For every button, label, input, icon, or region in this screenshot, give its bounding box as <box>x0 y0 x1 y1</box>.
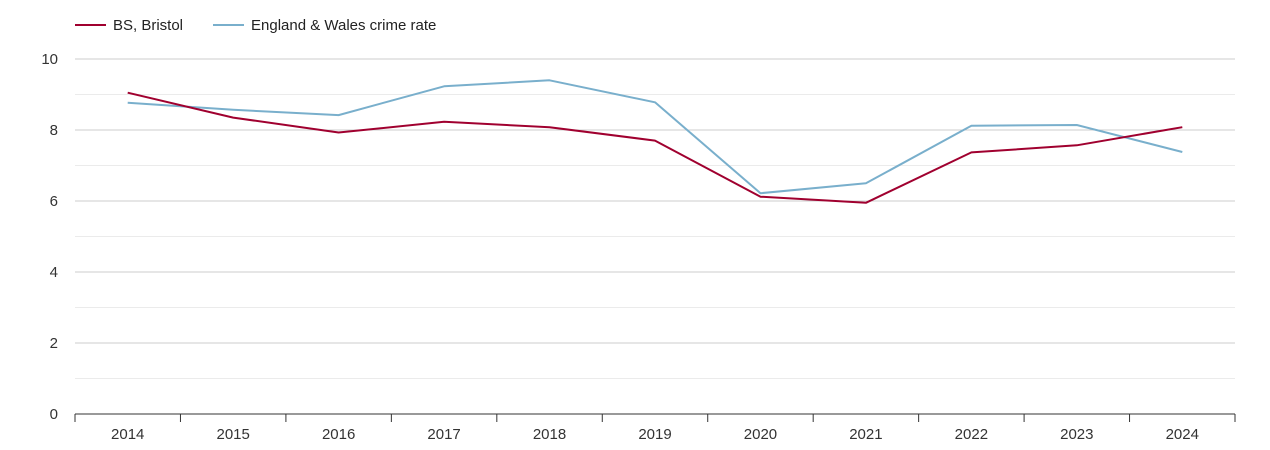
y-axis: 0 2 4 6 8 10 <box>41 51 58 423</box>
x-tick-label: 2019 <box>638 426 671 443</box>
x-axis: 2014 2015 2016 2017 2018 2019 2020 2021 2022 2023… <box>74 413 1236 443</box>
series-line-bs-bristol <box>127 91 1183 204</box>
y-tick-label: 4 <box>50 264 58 281</box>
x-tick-label: 2020 <box>744 426 777 443</box>
x-tick-label: 2021 <box>849 426 882 443</box>
y-tick-label: 8 <box>50 122 58 139</box>
x-tick-label: 2017 <box>427 426 460 443</box>
y-tick-label: 2 <box>50 335 58 352</box>
series-layer <box>127 79 1183 204</box>
series-line-england-wales-crime-rate <box>127 79 1183 195</box>
x-tick-label: 2016 <box>322 426 355 443</box>
x-tick-label: 2022 <box>955 426 988 443</box>
gridlines <box>75 58 1235 379</box>
legend-label-england-wales: England & Wales crime rate <box>251 17 436 34</box>
x-tick-label: 2018 <box>533 426 566 443</box>
x-tick-label: 2014 <box>111 426 144 443</box>
x-tick-label: 2024 <box>1166 426 1199 443</box>
x-tick-label: 2023 <box>1060 426 1093 443</box>
legend-label-bs-bristol: BS, Bristol <box>113 17 183 34</box>
legend: BS, Bristol England & Wales crime rate <box>75 17 436 34</box>
x-tick-label: 2015 <box>216 426 249 443</box>
y-tick-label: 0 <box>50 406 58 423</box>
y-tick-label: 6 <box>50 193 58 210</box>
y-tick-label: 10 <box>41 51 58 68</box>
